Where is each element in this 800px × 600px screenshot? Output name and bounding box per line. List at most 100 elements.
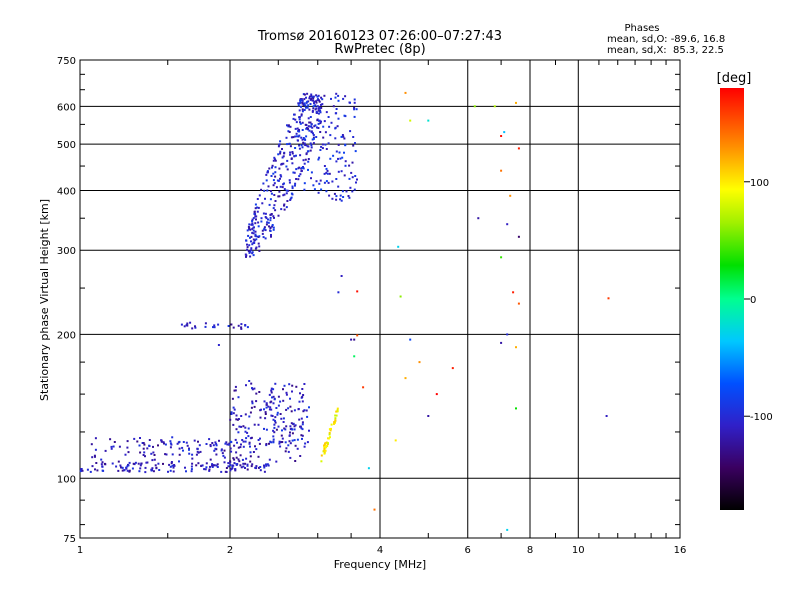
- data-point: [316, 105, 319, 108]
- data-point: [326, 169, 329, 172]
- x-tick-label: 10: [572, 545, 585, 556]
- data-point: [286, 124, 288, 127]
- data-point: [301, 428, 304, 431]
- data-point: [283, 427, 286, 430]
- data-point: [96, 469, 99, 472]
- data-point: [117, 460, 120, 463]
- data-point: [307, 127, 309, 130]
- data-point: [252, 451, 255, 453]
- data-point: [151, 459, 154, 462]
- data-point: [267, 405, 270, 408]
- data-point: [246, 431, 249, 434]
- data-point: [218, 439, 220, 442]
- data-point: [292, 136, 295, 139]
- data-point: [335, 112, 338, 115]
- data-point: [283, 182, 285, 185]
- data-point: [209, 465, 211, 468]
- data-point: [248, 228, 251, 231]
- data-point: [270, 408, 273, 411]
- data-point: [240, 323, 243, 326]
- minor-ticks: [80, 60, 680, 538]
- data-point: [152, 451, 155, 454]
- data-point: [263, 227, 266, 230]
- data-point: [138, 444, 141, 447]
- data-point: [313, 125, 316, 128]
- data-point: [312, 136, 315, 139]
- data-point: [301, 434, 304, 437]
- data-point: [349, 186, 352, 189]
- data-point: [274, 200, 277, 202]
- data-point: [245, 384, 247, 387]
- data-point: [344, 115, 347, 118]
- data-point: [312, 97, 315, 100]
- data-point: [279, 413, 282, 415]
- data-point: [285, 165, 288, 168]
- data-point: [252, 254, 255, 257]
- data-point: [300, 105, 302, 108]
- data-point: [154, 464, 157, 467]
- data-point: [142, 442, 145, 444]
- data-point: [248, 223, 251, 226]
- data-point: [215, 444, 218, 447]
- data-point: [305, 135, 308, 138]
- data-point: [278, 195, 281, 198]
- data-point: [338, 151, 341, 154]
- y-tick-label: 750: [57, 56, 76, 67]
- data-point: [337, 170, 340, 173]
- data-point: [329, 134, 332, 137]
- data-point: [295, 385, 298, 388]
- data-point: [316, 95, 319, 98]
- data-point: [230, 450, 233, 453]
- data-point: [229, 464, 232, 466]
- data-point: [309, 142, 312, 145]
- data-point: [291, 384, 294, 387]
- x-tick-labels: 1 2 4 6 8 10 16: [77, 545, 687, 556]
- data-point: [294, 135, 297, 138]
- data-point: [294, 444, 297, 447]
- data-point: [320, 120, 322, 123]
- data-point: [299, 455, 302, 457]
- data-point: [285, 447, 288, 450]
- data-point: [324, 449, 327, 452]
- data-point: [334, 417, 337, 420]
- data-point: [317, 94, 320, 97]
- data-point: [287, 444, 290, 447]
- data-point: [301, 423, 304, 426]
- data-point: [125, 467, 128, 470]
- data-point: [212, 464, 215, 467]
- data-point: [318, 99, 320, 102]
- data-point: [607, 297, 610, 300]
- data-point: [257, 242, 260, 245]
- data-point: [254, 207, 257, 210]
- data-point: [246, 246, 249, 249]
- data-point: [251, 400, 254, 403]
- data-point: [185, 441, 188, 444]
- data-point: [339, 157, 342, 160]
- data-point: [208, 468, 211, 471]
- data-point: [227, 325, 230, 327]
- data-point: [258, 245, 261, 248]
- data-point: [271, 415, 274, 417]
- data-point: [343, 151, 345, 154]
- data-point: [266, 221, 269, 224]
- data-point: [330, 121, 333, 124]
- data-point: [216, 463, 219, 466]
- data-point: [229, 418, 232, 421]
- data-point: [515, 101, 517, 104]
- data-point: [333, 421, 336, 424]
- data-point: [274, 209, 277, 212]
- data-point: [307, 145, 310, 148]
- data-point: [282, 155, 285, 158]
- data-point: [272, 172, 275, 175]
- data-point: [235, 428, 238, 431]
- data-point: [298, 130, 301, 133]
- data-point: [275, 186, 278, 189]
- data-point: [300, 170, 303, 173]
- data-point: [272, 438, 275, 441]
- data-point: [250, 240, 252, 243]
- data-point: [233, 462, 236, 465]
- data-point: [318, 156, 321, 159]
- data-point: [251, 387, 253, 390]
- data-point: [253, 211, 256, 213]
